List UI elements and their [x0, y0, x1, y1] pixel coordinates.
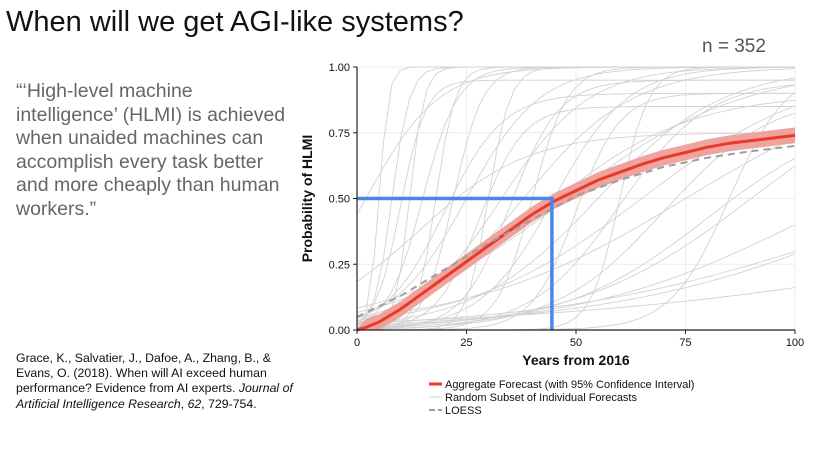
individual-forecast-line [356, 112, 796, 330]
individual-forecast-line [356, 137, 796, 318]
legend: Aggregate Forecast (with 95% Confidence … [429, 379, 694, 417]
median-annotation-line [357, 196, 554, 330]
x-tick-label: 75 [679, 337, 691, 349]
citation: Grace, K., Salvatier, J., Dafoe, A., Zha… [16, 351, 293, 411]
axes: 0 25 50 75 100 0.00 0.25 0.50 0.75 1.00 Years from… [299, 62, 804, 368]
citation-pages: , 729-754. [201, 396, 257, 411]
series-layer [356, 127, 796, 332]
legend-label: Aggregate Forecast (with 95% Confidence … [445, 379, 694, 391]
individual-forecast-line [356, 253, 796, 326]
x-axis-title: Years from 2016 [522, 352, 630, 368]
x-tick-label: 25 [460, 337, 472, 349]
x-tick-label: 100 [786, 337, 804, 349]
individual-forecast-line [356, 77, 796, 325]
legend-label: LOESS [445, 405, 482, 417]
citation-volume: 62 [187, 396, 202, 411]
y-tick-label: 0.50 [329, 194, 350, 206]
loess-line [356, 144, 796, 318]
x-tick-label: 50 [570, 337, 582, 349]
citation-journal: Journal of Artificial Intelligence Resea… [16, 381, 293, 411]
x-tick-label: 0 [354, 337, 360, 349]
y-tick-label: 0.25 [329, 259, 350, 271]
y-tick-label: 0.00 [329, 325, 350, 337]
aggregate-forecast-line [356, 133, 796, 332]
individual-forecast-line [356, 132, 795, 282]
individual-forecast-line [356, 287, 796, 323]
legend-label: Random Subset of Individual Forecasts [445, 392, 637, 404]
individual-forecast-line [356, 224, 796, 327]
citation-authors: Grace, K., Salvatier, J., Dafoe, A., Zha… [16, 351, 271, 396]
y-tick-label: 0.75 [329, 128, 350, 140]
hlmi-probability-chart: 0 25 50 75 100 0.00 0.25 0.50 0.75 1.00 Years from… [299, 62, 804, 417]
y-axis-title: Probability of HLMI [299, 135, 315, 263]
hlmi-definition-quote: “‘High-level machine intelligence’ (HLMI… [16, 80, 286, 220]
y-tick-label: 1.00 [329, 62, 350, 74]
individual-forecast-line [356, 165, 796, 328]
sample-size-label: n = 352 [702, 36, 766, 57]
slide-title: When will we get AGI-like systems? [6, 6, 464, 38]
